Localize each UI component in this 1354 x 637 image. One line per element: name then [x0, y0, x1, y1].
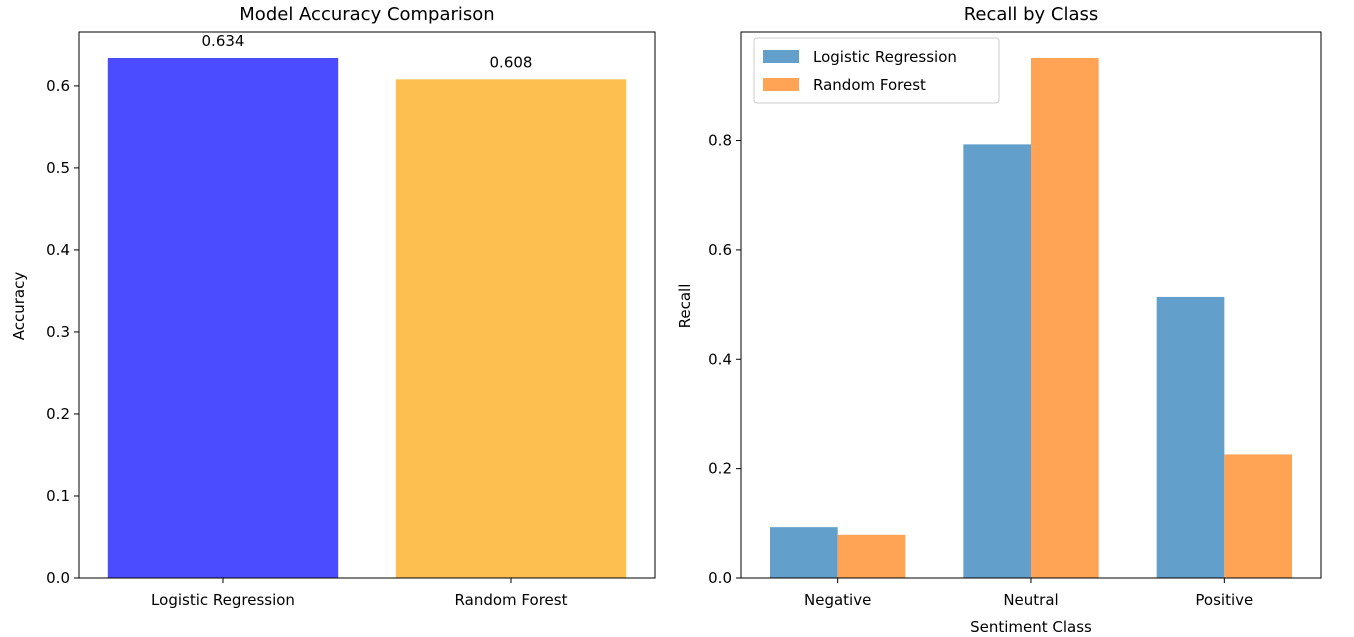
chart-title: Recall by Class	[964, 4, 1099, 25]
legend-swatch-logistic-regression	[763, 50, 799, 63]
y-tick-label: 0.3	[46, 323, 70, 341]
y-tick-label: 0.2	[46, 405, 70, 423]
legend-label-random-forest: Random Forest	[813, 76, 926, 94]
bar-logistic-regression-neutral	[963, 144, 1031, 578]
bar-random-forest-positive	[1224, 454, 1292, 578]
y-tick-label: 0.4	[708, 350, 732, 368]
legend: Logistic Regression Random Forest	[753, 37, 1000, 104]
bar-random-forest	[395, 79, 627, 578]
data-label: 0.634	[202, 32, 245, 50]
y-tick-label: 0.8	[708, 132, 732, 150]
y-tick-label: 0.0	[46, 569, 70, 587]
chart-title: Model Accuracy Comparison	[239, 4, 494, 25]
plot-frame	[78, 31, 656, 579]
data-label: 0.608	[490, 53, 533, 71]
x-tick-label: Positive	[1195, 591, 1253, 609]
y-axis-label: Recall	[676, 284, 694, 329]
y-tick-label: 0.1	[46, 487, 70, 505]
bar-logistic-regression	[107, 58, 339, 578]
x-tick-label: Neutral	[1003, 591, 1058, 609]
y-tick-label: 0.0	[708, 569, 732, 587]
bar-logistic-regression-negative	[770, 527, 838, 578]
y-tick-label: 0.2	[708, 460, 732, 478]
x-axis-label: Sentiment Class	[970, 618, 1092, 636]
bar-logistic-regression-positive	[1156, 296, 1225, 578]
bar-random-forest-negative	[837, 534, 906, 578]
y-tick-label: 0.6	[708, 241, 732, 259]
plot-frame	[740, 31, 1322, 579]
y-axis-label: Accuracy	[10, 272, 28, 341]
recall-chart: Recall by Class Recall Sentiment Class 0…	[676, 4, 1322, 636]
x-tick-label: Negative	[804, 591, 871, 609]
bar-random-forest-neutral	[1031, 57, 1099, 579]
accuracy-chart: Model Accuracy Comparison Accuracy 0.0 0.…	[10, 4, 656, 609]
legend-box	[753, 37, 1000, 104]
y-tick-label: 0.6	[46, 77, 70, 95]
legend-label-logistic-regression: Logistic Regression	[813, 48, 957, 66]
x-tick-label: Random Forest	[455, 591, 568, 609]
x-tick-label: Logistic Regression	[151, 591, 295, 609]
legend-swatch-random-forest	[763, 78, 799, 91]
y-tick-label: 0.4	[46, 241, 70, 259]
y-tick-label: 0.5	[46, 159, 70, 177]
